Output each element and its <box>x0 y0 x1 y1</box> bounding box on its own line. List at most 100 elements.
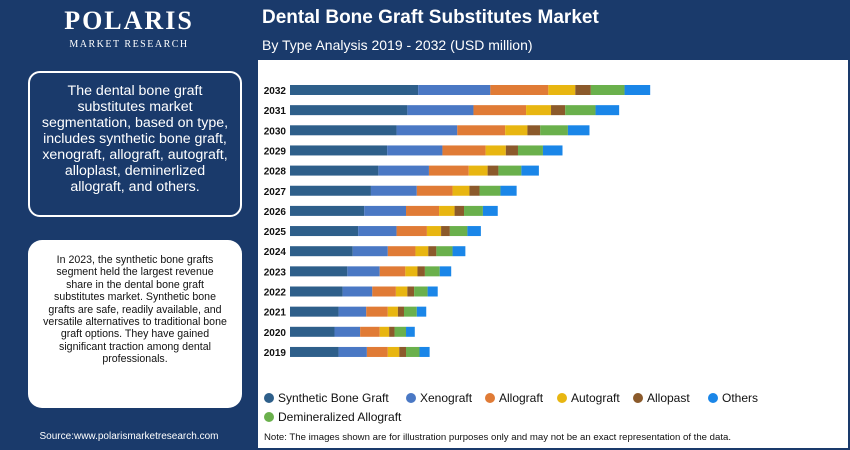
bar-segment-demineralized-allograft <box>403 306 417 317</box>
bar-segment-synthetic-bone-graft <box>290 125 397 136</box>
bar-segment-demineralized-allograft <box>406 346 420 357</box>
bar-segment-allograft <box>366 306 388 317</box>
polaris-logo: POLARIS MARKET RESEARCH <box>14 6 244 54</box>
bar-segment-demineralized-allograft <box>565 105 596 116</box>
legend-item: Synthetic Bone Graft <box>264 391 389 405</box>
bar-segment-others <box>419 346 430 357</box>
bar-segment-allograft <box>360 326 380 337</box>
bar-segment-xenograft <box>364 205 407 216</box>
bar-segment-allopast <box>399 346 407 357</box>
bar-segment-others <box>467 226 481 237</box>
bar-segment-others <box>624 85 651 95</box>
legend-swatch <box>406 393 416 403</box>
chart-title: Dental Bone Graft Substitutes Market <box>262 7 599 28</box>
bar-segment-synthetic-bone-graft <box>290 145 388 156</box>
year-tick-label: 2021 <box>264 308 287 319</box>
bar-segment-allopast <box>527 125 541 136</box>
year-tick-label: 2019 <box>264 348 287 359</box>
bar-segment-synthetic-bone-graft <box>290 326 335 337</box>
bar-segment-autograft <box>548 85 576 95</box>
logo-sub-text: MARKET RESEARCH <box>69 39 189 50</box>
bar-segment-others <box>452 246 466 257</box>
stacked-bar-chart: 2032 2031 2030 2029 2028 2027 2026 2025 2024 2023… <box>264 85 651 359</box>
bar-segment-xenograft <box>347 266 380 277</box>
legend-swatch <box>264 393 274 403</box>
bar-segment-allograft <box>490 85 549 95</box>
bar-segment-allopast <box>441 226 450 237</box>
bar-segment-xenograft <box>370 185 417 196</box>
bar-segment-autograft <box>439 205 455 216</box>
legend-label: Autograft <box>571 391 620 405</box>
bar-segment-autograft <box>468 165 488 176</box>
bar-segment-allopast <box>397 306 404 317</box>
bar-segment-allopast <box>469 185 480 196</box>
year-tick-label: 2025 <box>264 227 287 238</box>
bar-segment-synthetic-bone-graft <box>290 306 339 317</box>
legend-label: Others <box>722 391 759 405</box>
bar-segment-allograft <box>428 165 469 176</box>
bar-segment-xenograft <box>407 105 474 116</box>
bar-segment-demineralized-allograft <box>540 125 568 136</box>
bar-segment-others <box>542 145 563 156</box>
legend-label: Xenograft <box>420 391 473 405</box>
bar-segment-synthetic-bone-graft <box>290 266 348 277</box>
bar-segment-others <box>567 125 590 136</box>
bar-segment-allopast <box>487 165 499 176</box>
bar-segment-allograft <box>396 226 427 237</box>
bar-segment-others <box>406 326 415 337</box>
bar-segment-synthetic-bone-graft <box>290 346 339 357</box>
bar-segment-synthetic-bone-graft <box>290 205 365 216</box>
bar-segment-demineralized-allograft <box>517 145 543 156</box>
insight-box: In 2023, the synthetic bone grafts segme… <box>28 240 242 408</box>
source-text: Source:www.polarismarketresearch.com <box>39 431 219 442</box>
legend-swatch <box>557 393 567 403</box>
bar-segment-allograft <box>379 266 406 277</box>
bar-segment-autograft <box>485 145 506 156</box>
bar-segment-autograft <box>395 286 408 297</box>
bar-segment-autograft <box>387 306 398 317</box>
year-tick-label: 2031 <box>264 106 287 117</box>
bar-segment-demineralized-allograft <box>479 185 501 196</box>
year-tick-label: 2024 <box>264 247 287 258</box>
legend-item: Demineralized Allograft <box>264 410 401 424</box>
bar-segment-allograft <box>457 125 506 136</box>
legend-item: Others <box>708 391 758 405</box>
bar-segment-others <box>427 286 438 297</box>
bar-segment-demineralized-allograft <box>414 286 428 297</box>
year-tick-label: 2032 <box>264 86 287 97</box>
logo-main-text: POLARIS <box>64 6 194 35</box>
bar-segment-allograft <box>387 246 416 257</box>
bar-segment-xenograft <box>352 246 388 257</box>
legend-item: Autograft <box>557 391 620 405</box>
chart-subtitle: By Type Analysis 2019 - 2032 (USD millio… <box>262 37 533 53</box>
year-tick-label: 2030 <box>264 126 287 137</box>
bar-segment-synthetic-bone-graft <box>290 105 408 116</box>
bar-segment-allograft <box>442 145 486 156</box>
segmentation-summary: The dental bone graft substitutes market… <box>28 71 242 217</box>
bar-segment-allopast <box>389 326 395 337</box>
bar-segment-autograft <box>426 226 442 237</box>
bar-segment-demineralized-allograft <box>424 266 440 277</box>
bar-segment-allopast <box>575 85 591 95</box>
bar-segment-allograft <box>406 205 440 216</box>
bar-segment-xenograft <box>418 85 491 95</box>
disclaimer-note: Note: The images shown are for illustrat… <box>264 432 731 443</box>
year-tick-label: 2023 <box>264 267 287 278</box>
bar-segment-allopast <box>551 105 566 116</box>
legend-swatch <box>708 393 718 403</box>
bar-segment-autograft <box>387 346 400 357</box>
legend-swatch <box>633 393 643 403</box>
bar-segment-others <box>595 105 620 116</box>
bar-segment-allograft <box>372 286 396 297</box>
bar-segment-demineralized-allograft <box>464 205 483 216</box>
bar-segment-synthetic-bone-graft <box>290 85 419 95</box>
bar-segment-demineralized-allograft <box>590 85 625 95</box>
bar-segment-xenograft <box>387 145 443 156</box>
year-tick-label: 2028 <box>264 167 287 178</box>
legend-item: Allograft <box>485 391 543 405</box>
bar-segment-autograft <box>379 326 390 337</box>
bar-segment-xenograft <box>358 226 397 237</box>
bar-segment-synthetic-bone-graft <box>290 246 353 257</box>
bar-segment-demineralized-allograft <box>436 246 453 257</box>
bar-segment-xenograft <box>342 286 373 297</box>
